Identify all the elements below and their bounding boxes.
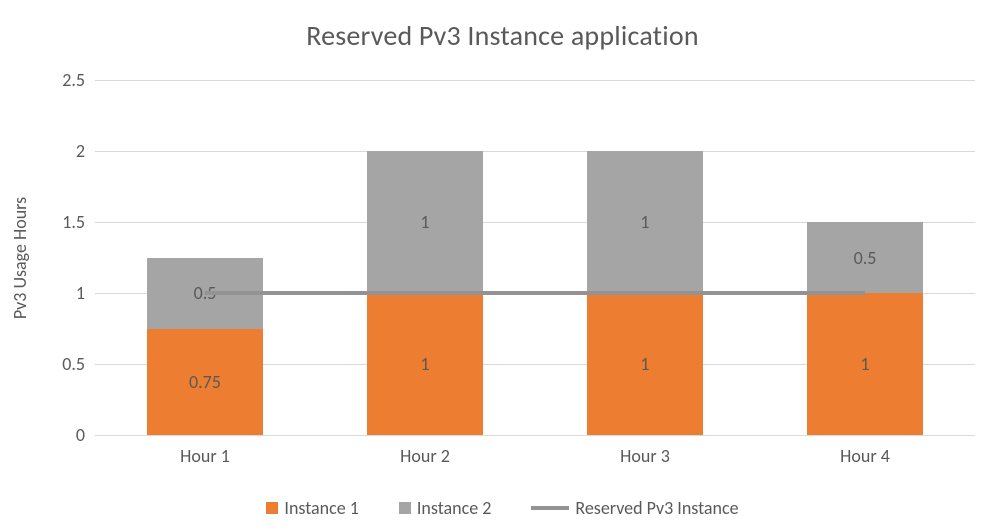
bar-value-label: 0.75 [189, 371, 221, 393]
bar-segment-instance1: 0.75 [147, 329, 264, 436]
legend-item: Instance 2 [399, 497, 491, 519]
bar-segment-instance2: 0.5 [807, 222, 924, 293]
y-tick-label: 1 [76, 282, 85, 304]
y-axis-label: Pv3 Usage Hours [9, 196, 31, 318]
bar-value-label: 1 [420, 353, 429, 375]
bar-value-label: 1 [860, 353, 869, 375]
gridline [95, 151, 975, 152]
gridline [95, 435, 975, 436]
legend: Instance 1 Instance 2 Reserved Pv3 Instanc… [0, 497, 1005, 519]
y-tick-label: 2.5 [62, 69, 85, 91]
bar-value-label: 1 [640, 353, 649, 375]
y-tick-label: 2 [76, 140, 85, 162]
legend-item: Reserved Pv3 Instance [531, 497, 738, 519]
x-tick-label: Hour 4 [840, 445, 890, 467]
bar-value-label: 0.5 [854, 247, 877, 269]
bar-value-label: 1 [420, 211, 429, 233]
plot-area: 00.511.522.50.750.5Hour 111Hour 211Hour … [95, 80, 975, 435]
chart-root: Reserved Pv3 Instance application Pv3 Us… [0, 0, 1005, 531]
gridline [95, 80, 975, 81]
bar-segment-instance1: 1 [587, 293, 704, 435]
legend-label: Instance 2 [417, 497, 491, 519]
chart-title: Reserved Pv3 Instance application [0, 18, 1005, 53]
legend-swatch [266, 502, 278, 514]
legend-label: Reserved Pv3 Instance [575, 497, 738, 519]
legend-line-swatch [531, 506, 569, 510]
bar-segment-instance2: 1 [587, 151, 704, 293]
y-tick-label: 1.5 [62, 211, 85, 233]
bar-segment-instance1: 1 [807, 293, 924, 435]
bar-group: 10.5 [807, 222, 924, 435]
legend-label: Instance 1 [284, 497, 358, 519]
x-tick-label: Hour 2 [400, 445, 450, 467]
bar-group: 0.750.5 [147, 258, 264, 436]
y-tick-label: 0 [76, 424, 85, 446]
legend-swatch [399, 502, 411, 514]
y-tick-label: 0.5 [62, 353, 85, 375]
x-tick-label: Hour 3 [620, 445, 670, 467]
x-tick-label: Hour 1 [180, 445, 230, 467]
legend-item: Instance 1 [266, 497, 358, 519]
bar-segment-instance2: 1 [367, 151, 484, 293]
reserved-line [205, 291, 865, 295]
bar-value-label: 1 [640, 211, 649, 233]
bar-segment-instance1: 1 [367, 293, 484, 435]
